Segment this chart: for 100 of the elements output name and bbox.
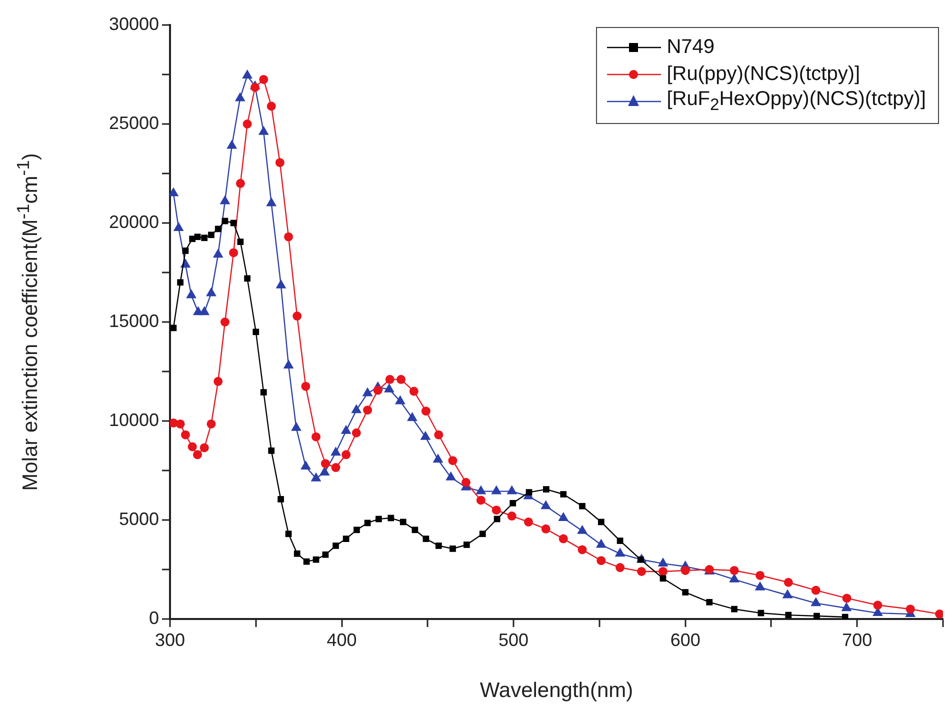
point xyxy=(291,422,302,431)
point xyxy=(596,538,606,548)
point xyxy=(312,432,321,442)
point xyxy=(208,232,214,238)
point xyxy=(543,486,550,492)
point xyxy=(354,526,360,534)
point xyxy=(461,478,470,487)
point xyxy=(730,566,739,575)
point xyxy=(199,306,210,316)
point xyxy=(242,69,252,78)
point xyxy=(188,442,197,452)
point xyxy=(560,491,567,498)
point xyxy=(756,570,765,580)
point xyxy=(841,602,852,612)
point xyxy=(782,589,793,598)
point xyxy=(506,485,518,494)
x-tick-label: 700 xyxy=(842,630,872,650)
point xyxy=(220,195,230,204)
point xyxy=(731,606,738,612)
point xyxy=(637,566,646,576)
point xyxy=(275,158,284,168)
point xyxy=(266,102,276,111)
point xyxy=(206,287,216,296)
point xyxy=(331,463,340,472)
legend-label: [Ru(ppy)(NCS)(tctpy)] xyxy=(666,63,860,86)
point xyxy=(319,466,330,476)
point xyxy=(250,82,260,92)
point xyxy=(476,485,486,494)
point xyxy=(407,412,418,422)
point xyxy=(758,610,764,616)
point xyxy=(558,534,568,544)
point xyxy=(409,386,418,396)
point xyxy=(785,612,792,618)
point xyxy=(596,556,606,566)
point xyxy=(432,454,444,463)
point xyxy=(935,610,943,619)
point xyxy=(376,516,382,522)
point xyxy=(283,360,294,369)
point xyxy=(492,506,501,515)
point xyxy=(284,232,294,242)
point xyxy=(384,383,394,392)
point xyxy=(540,500,552,510)
point xyxy=(422,536,430,542)
point xyxy=(340,424,352,434)
point xyxy=(906,604,915,614)
point xyxy=(507,512,516,521)
point xyxy=(320,459,330,468)
point xyxy=(363,406,372,415)
point xyxy=(176,419,185,428)
point xyxy=(351,404,362,414)
point xyxy=(810,597,822,606)
legend-label: [RuF$_{2}$HexOppy)(NCS)(tctpy)] xyxy=(666,88,926,115)
point xyxy=(660,575,666,582)
point xyxy=(524,517,533,526)
point xyxy=(510,500,516,506)
point xyxy=(479,530,486,538)
point xyxy=(873,600,882,610)
point xyxy=(292,312,302,321)
point xyxy=(276,279,286,288)
point xyxy=(214,226,222,232)
point xyxy=(226,140,238,149)
point xyxy=(194,234,201,240)
point xyxy=(476,496,486,505)
point xyxy=(421,406,430,416)
point xyxy=(463,542,470,548)
point xyxy=(446,471,456,480)
point xyxy=(285,530,292,538)
point xyxy=(412,526,418,534)
point xyxy=(278,496,284,502)
point xyxy=(242,120,252,128)
point xyxy=(236,178,245,188)
point xyxy=(266,197,277,206)
point xyxy=(177,279,184,286)
point xyxy=(229,248,238,258)
point xyxy=(332,542,339,549)
point xyxy=(658,558,668,567)
point xyxy=(342,536,350,542)
point xyxy=(811,586,820,595)
point xyxy=(784,578,793,587)
point xyxy=(330,446,341,456)
point xyxy=(237,238,244,245)
point xyxy=(448,456,458,466)
point xyxy=(260,389,267,396)
point xyxy=(435,542,442,549)
point xyxy=(577,524,588,534)
point xyxy=(200,443,209,452)
point xyxy=(362,387,373,396)
y-tick-label: 30000 xyxy=(108,14,159,34)
y-tick-label: 5000 xyxy=(118,508,159,529)
y-tick-label: 20000 xyxy=(108,212,159,232)
point xyxy=(373,386,382,395)
point xyxy=(201,234,208,242)
point xyxy=(434,430,444,440)
legend-label: N749 xyxy=(666,36,714,59)
point xyxy=(310,472,322,482)
point xyxy=(578,545,587,554)
point xyxy=(400,518,406,526)
x-axis-title: Wavelength(nm) xyxy=(480,679,634,702)
y-tick-label: 15000 xyxy=(108,310,159,331)
point xyxy=(706,598,713,606)
